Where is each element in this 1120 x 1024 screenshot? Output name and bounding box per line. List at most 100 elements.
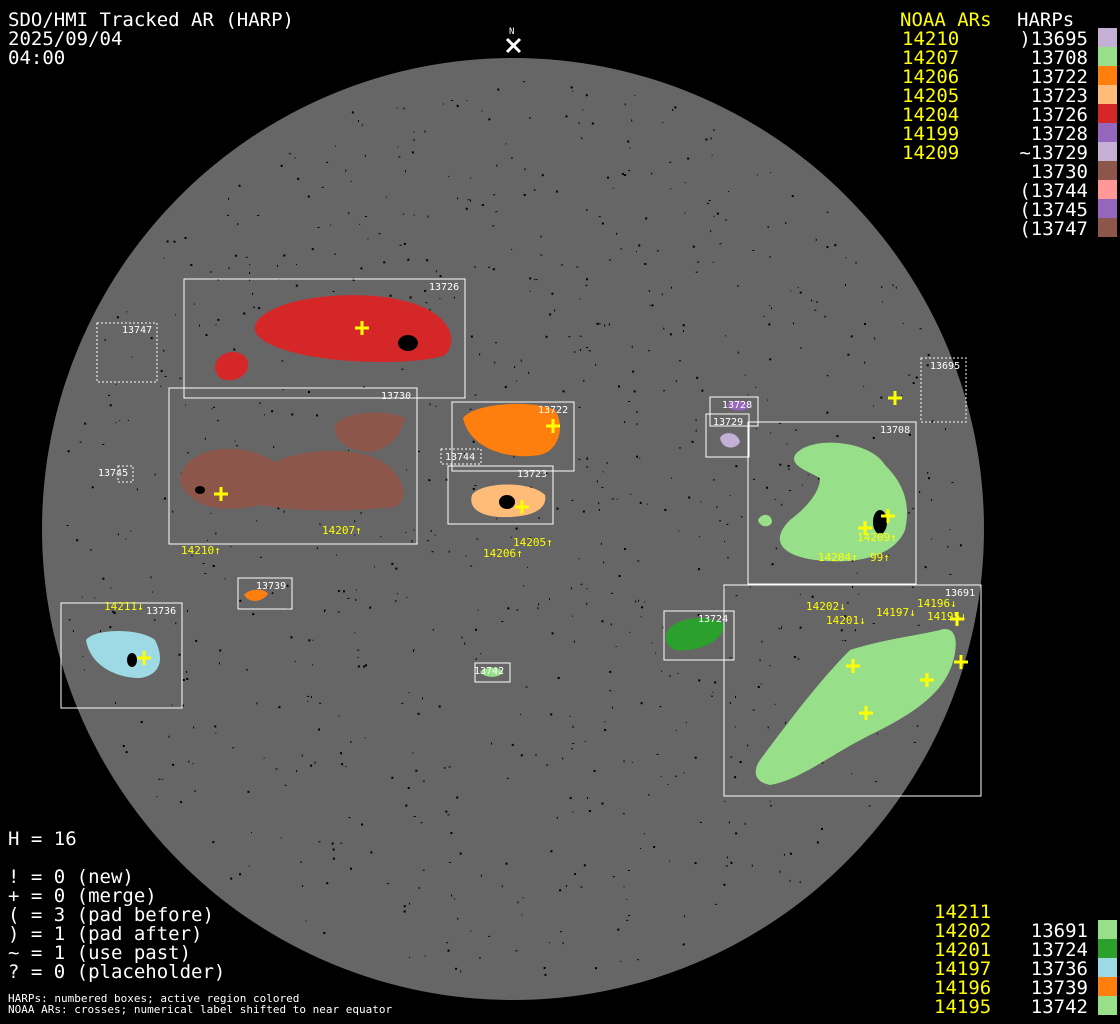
speckle bbox=[917, 624, 920, 626]
speckle bbox=[632, 370, 635, 373]
speckle bbox=[752, 709, 755, 711]
speckle bbox=[428, 479, 431, 482]
speckle bbox=[395, 567, 398, 570]
speckle bbox=[448, 766, 451, 768]
speckle bbox=[698, 536, 700, 538]
noaa-labels: 14210↑ 14207↑ 14206↑14205↑ 14209↑ 14204↑ 99↑ 1… bbox=[104, 524, 967, 627]
speckle bbox=[627, 140, 630, 143]
speckle bbox=[412, 650, 414, 653]
speckle bbox=[352, 278, 355, 281]
speckle bbox=[522, 81, 525, 83]
speckle bbox=[493, 194, 496, 196]
speckle bbox=[204, 572, 207, 574]
speckle bbox=[239, 599, 242, 602]
harp-box-label: 13744 bbox=[445, 452, 475, 463]
speckle bbox=[401, 368, 404, 370]
speckle bbox=[108, 394, 111, 396]
legend-noaa-item: 14205 bbox=[902, 85, 960, 107]
speckle bbox=[588, 350, 591, 352]
legend-color-swatch bbox=[1098, 958, 1117, 977]
speckle bbox=[550, 850, 553, 853]
speckle bbox=[710, 137, 712, 140]
legend-color-swatch bbox=[1098, 199, 1117, 218]
legend-noaa-item: 14209 bbox=[902, 142, 960, 164]
speckle bbox=[816, 841, 819, 844]
speckle bbox=[840, 629, 843, 632]
speckle bbox=[850, 335, 853, 338]
speckle bbox=[457, 197, 459, 200]
noaa-label: 14197↓ bbox=[876, 606, 916, 619]
speckle bbox=[501, 885, 503, 888]
speckle bbox=[205, 334, 208, 337]
speckle bbox=[109, 626, 112, 629]
speckle bbox=[84, 422, 87, 425]
speckle bbox=[467, 199, 470, 201]
speckle bbox=[112, 610, 115, 613]
cross-icon bbox=[859, 706, 873, 720]
speckle bbox=[572, 615, 574, 617]
speckle bbox=[447, 814, 450, 816]
harp-box-label: 13708 bbox=[880, 425, 910, 436]
speckle bbox=[217, 279, 220, 281]
speckle bbox=[300, 861, 302, 864]
speckle bbox=[451, 894, 453, 897]
noaa-label: 14196↓ bbox=[917, 597, 957, 610]
speckle bbox=[284, 784, 287, 786]
speckle bbox=[608, 259, 611, 261]
speckle bbox=[670, 286, 672, 289]
speckle bbox=[442, 103, 444, 105]
speckle bbox=[406, 469, 408, 471]
speckle bbox=[239, 873, 242, 876]
speckle bbox=[350, 180, 352, 182]
speckle bbox=[418, 450, 421, 452]
speckle bbox=[596, 480, 598, 483]
speckle bbox=[413, 131, 415, 133]
speckle bbox=[697, 261, 700, 263]
speckle bbox=[779, 463, 782, 466]
speckle bbox=[466, 100, 468, 102]
speckle bbox=[569, 715, 571, 717]
speckle bbox=[480, 653, 482, 655]
speckle bbox=[391, 776, 394, 779]
speckle bbox=[769, 665, 771, 667]
speckle bbox=[737, 284, 739, 287]
speckle bbox=[68, 619, 71, 621]
speckle bbox=[586, 278, 589, 281]
active-region bbox=[86, 631, 160, 678]
speckle bbox=[316, 547, 318, 550]
speckle bbox=[386, 883, 389, 885]
speckle bbox=[125, 751, 128, 754]
speckle bbox=[228, 197, 230, 200]
speckle bbox=[310, 696, 312, 699]
cross-icon bbox=[858, 521, 872, 535]
speckle bbox=[660, 776, 662, 778]
speckle bbox=[621, 173, 624, 176]
speckle bbox=[102, 443, 105, 445]
speckle bbox=[417, 712, 420, 715]
speckle bbox=[125, 538, 127, 540]
speckle bbox=[523, 193, 526, 196]
harp-box-label: 13695 bbox=[930, 361, 960, 372]
cross-icon bbox=[950, 612, 964, 626]
speckle bbox=[639, 457, 641, 459]
speckle bbox=[639, 501, 642, 504]
legend-color-swatch bbox=[1098, 161, 1117, 180]
speckle bbox=[868, 805, 871, 807]
speckle bbox=[572, 811, 574, 813]
speckle bbox=[456, 796, 459, 799]
speckle bbox=[355, 598, 357, 601]
speckle bbox=[571, 499, 574, 501]
speckle bbox=[529, 537, 532, 539]
speckle bbox=[413, 649, 415, 651]
legend-harp-item: (13747 bbox=[1019, 218, 1088, 240]
speckle bbox=[598, 323, 601, 325]
speckle bbox=[507, 607, 510, 610]
speckle bbox=[669, 675, 671, 678]
speckle bbox=[271, 410, 274, 413]
speckle bbox=[570, 86, 573, 89]
speckle bbox=[517, 901, 519, 904]
speckle bbox=[497, 88, 500, 91]
speckle bbox=[877, 733, 879, 735]
speckle bbox=[635, 600, 637, 603]
speckle bbox=[734, 776, 737, 779]
